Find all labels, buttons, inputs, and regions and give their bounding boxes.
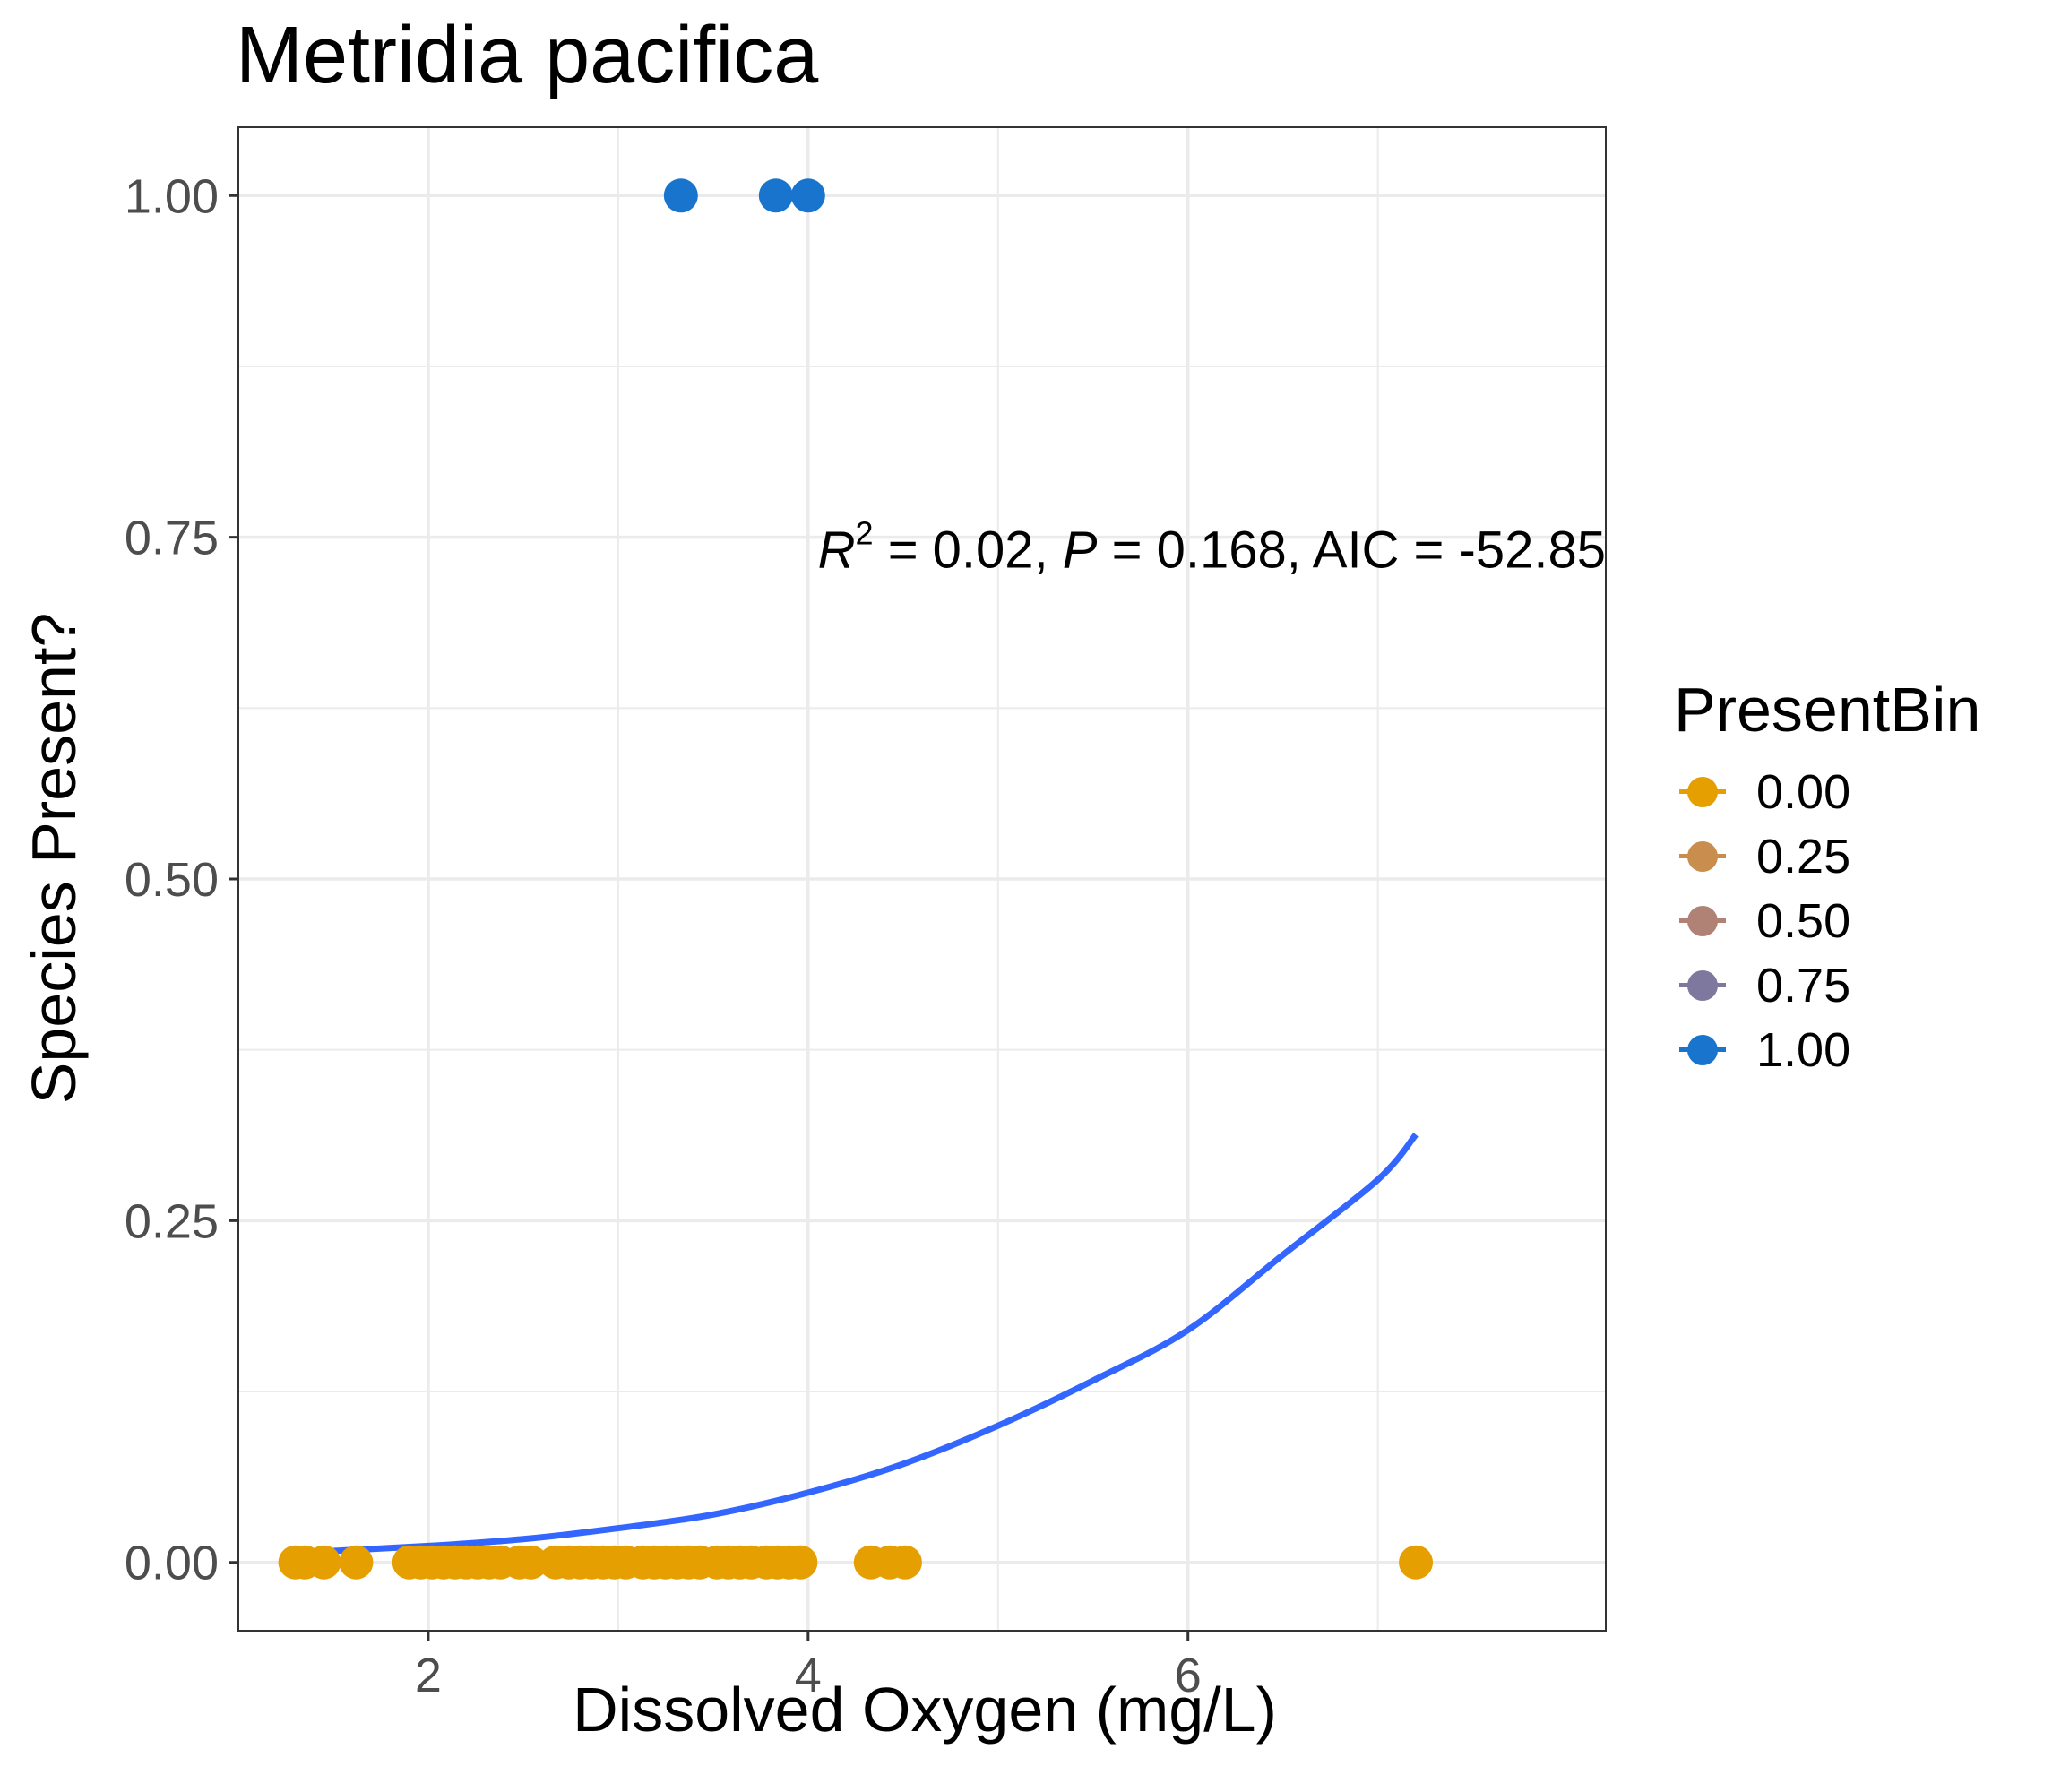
legend-label: 1.00	[1756, 1023, 1851, 1077]
legend-label: 0.75	[1756, 959, 1851, 1012]
y-tick-label: 0.75	[125, 512, 219, 565]
legend-key	[1674, 830, 1731, 883]
y-tick-label: 0.00	[125, 1537, 219, 1590]
grid	[238, 127, 1606, 1631]
legend: PresentBin 0.00 0.25 0.50 0.75 1.00	[1674, 674, 1981, 1077]
x-tick-label: 2	[415, 1649, 442, 1702]
x-tick-label: 4	[795, 1649, 822, 1702]
r2-symbol: R	[817, 521, 856, 580]
y-axis-title: Species Present?	[19, 612, 89, 1105]
fit-line	[295, 1133, 1419, 1556]
data-point-absent	[339, 1545, 374, 1580]
r2-value: = 0.02,	[873, 521, 1063, 580]
stats-annotation: R2 = 0.02, P = 0.168, AIC = -52.85	[818, 507, 1606, 582]
chart-title: Metridia pacifica	[236, 11, 819, 100]
data-point-absent	[887, 1545, 922, 1580]
y-tick-label: 0.50	[125, 853, 219, 907]
data-point-absent	[306, 1545, 341, 1580]
r2-exponent: 2	[855, 514, 874, 552]
legend-item-1-00: 1.00	[1674, 1023, 1943, 1077]
legend-key	[1674, 959, 1731, 1012]
p-symbol: P	[1062, 521, 1098, 580]
legend-label: 0.25	[1756, 830, 1851, 883]
legend-label: 0.00	[1756, 765, 1851, 819]
data-point-present	[663, 178, 698, 213]
fit-line-group	[295, 1133, 1419, 1556]
legend-title: PresentBin	[1674, 675, 1981, 745]
legend-key	[1674, 894, 1731, 948]
legend-item-0-75: 0.75	[1674, 959, 1943, 1012]
x-axis-title: Dissolved Oxygen (mg/L)	[573, 1675, 1277, 1745]
legend-item-0-00: 0.00	[1674, 765, 1943, 819]
points-group	[278, 178, 1434, 1580]
data-point-present	[758, 178, 793, 213]
data-point-absent	[513, 1545, 548, 1580]
p-aic-value: = 0.168, AIC = -52.85	[1097, 521, 1606, 580]
data-point-absent	[783, 1545, 818, 1580]
data-point-absent	[1399, 1545, 1434, 1580]
y-tick-label: 0.25	[125, 1194, 219, 1248]
axes: 2 4 6 0.00 0.25 0.50 0.75 1.00	[125, 169, 1202, 1702]
y-tick-label: 1.00	[125, 169, 219, 223]
x-tick-label: 6	[1175, 1649, 1202, 1702]
legend-label: 0.50	[1756, 894, 1851, 948]
legend-item-0-50: 0.50	[1674, 894, 1943, 948]
legend-item-0-25: 0.25	[1674, 830, 1943, 883]
data-point-present	[790, 178, 825, 213]
legend-key	[1674, 765, 1731, 819]
legend-key	[1674, 1023, 1731, 1077]
